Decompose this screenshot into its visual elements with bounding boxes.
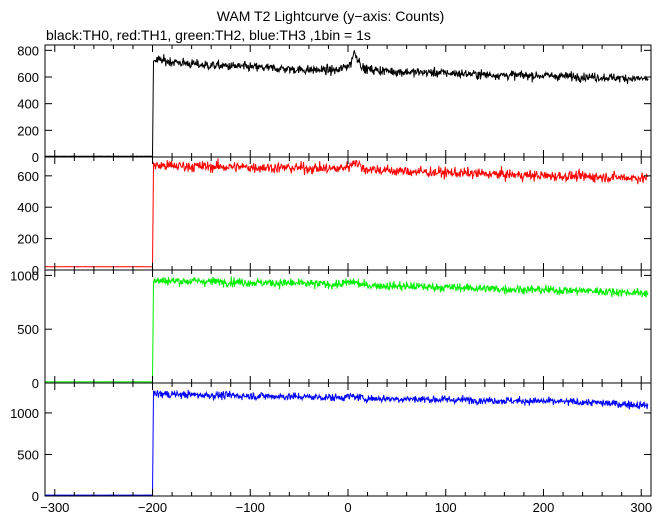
panel-th2: 0 500 1000 bbox=[10, 268, 652, 391]
x-tick-label: 0 bbox=[344, 500, 351, 515]
y-tick-label: 0 bbox=[32, 150, 39, 165]
lightcurve-line-th1 bbox=[45, 158, 649, 268]
y-tick-label: 500 bbox=[17, 447, 39, 462]
x-tick-label: 100 bbox=[435, 500, 457, 515]
y-tick-label: 600 bbox=[17, 70, 39, 85]
chart-legend-text: black:TH0, red:TH1, green:TH2, blue:TH3 … bbox=[46, 27, 371, 43]
x-tick-label: 300 bbox=[630, 500, 652, 515]
y-tick-label: 400 bbox=[17, 200, 39, 215]
lightcurve-line-th3 bbox=[45, 389, 649, 496]
x-tick-label: −200 bbox=[138, 500, 167, 515]
y-tick-label: 0 bbox=[32, 263, 39, 278]
y-tick-label: 200 bbox=[17, 232, 39, 247]
x-tick-label: 200 bbox=[533, 500, 555, 515]
y-tick-label: 500 bbox=[17, 322, 39, 337]
chart-title: WAM T2 Lightcurve (y−axis: Counts) bbox=[216, 8, 445, 24]
panel-th1: 0 200 400 600 bbox=[17, 156, 652, 278]
x-tick-label: −300 bbox=[40, 500, 69, 515]
panel-th0: 0 200 400 600 800 bbox=[17, 43, 652, 165]
y-tick-label: 600 bbox=[17, 169, 39, 184]
y-tick-label: 400 bbox=[17, 97, 39, 112]
panel-frame bbox=[44, 44, 652, 158]
y-tick-label: 200 bbox=[17, 123, 39, 138]
y-tick-label: 800 bbox=[17, 43, 39, 58]
panel-frame bbox=[44, 269, 652, 384]
lightcurve-line-th0 bbox=[45, 49, 649, 157]
y-tick-label: 1000 bbox=[10, 406, 39, 421]
lightcurve-line-th2 bbox=[45, 276, 649, 383]
y-tick-label: 0 bbox=[32, 489, 39, 504]
y-tick-label: 1000 bbox=[10, 268, 39, 283]
panel-th3: 0 500 1000 −300 −200 −100 0 100 200 300 bbox=[10, 382, 652, 515]
x-tick-label: −100 bbox=[236, 500, 265, 515]
y-tick-label: 0 bbox=[32, 376, 39, 391]
